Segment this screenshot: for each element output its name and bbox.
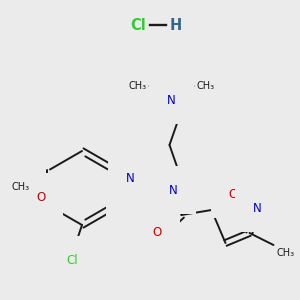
Text: CH₃: CH₃ (277, 248, 295, 258)
Text: N: N (169, 184, 178, 196)
Text: N: N (167, 94, 176, 106)
Text: O: O (229, 188, 238, 200)
Text: Cl: Cl (130, 17, 146, 32)
Text: N: N (125, 172, 134, 185)
Text: O: O (153, 226, 162, 238)
Text: S: S (126, 191, 134, 204)
Text: CH₃: CH₃ (128, 81, 146, 91)
Text: H: H (170, 17, 182, 32)
Text: CH₃: CH₃ (196, 81, 214, 91)
Text: Cl: Cl (66, 254, 78, 266)
Text: N: N (253, 202, 262, 214)
Text: CH₃: CH₃ (12, 182, 30, 193)
Text: O: O (36, 191, 46, 204)
